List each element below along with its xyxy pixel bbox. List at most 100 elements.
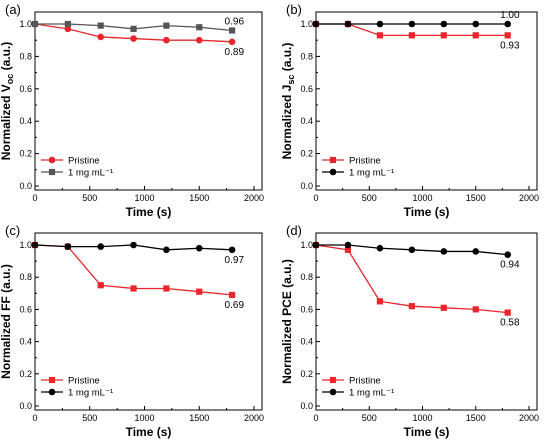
y-tick-label: 0.2 (300, 369, 313, 379)
data-point (344, 241, 352, 249)
data-point (440, 248, 448, 255)
y-tick-label: 1.0 (300, 240, 313, 250)
legend-label: 1 mg mL⁻¹ (349, 168, 394, 179)
data-point (163, 285, 170, 292)
y-tick-label: 0.8 (19, 272, 32, 282)
data-point (472, 20, 480, 28)
legend-label: Pristine (349, 376, 381, 387)
x-tick-label: 1000 (412, 193, 432, 203)
data-point (376, 32, 383, 39)
legend-label: Pristine (68, 376, 100, 387)
y-tick-label: 0.4 (300, 337, 313, 347)
data-point (196, 288, 203, 295)
x-axis-title: Time (s) (126, 205, 172, 219)
data-point (97, 243, 104, 250)
y-axis-title-sub: oc (5, 74, 15, 85)
data-point (31, 20, 39, 28)
data-point (163, 246, 170, 254)
data-point (64, 20, 71, 28)
value-annotation: 0.96 (225, 16, 245, 27)
x-tick-label: 2000 (519, 413, 539, 423)
plot-frame (315, 232, 538, 411)
value-annotation: 0.89 (225, 47, 245, 58)
data-point (229, 27, 236, 34)
x-tick-label: 500 (362, 193, 377, 203)
x-tick-label: 1500 (189, 413, 209, 423)
data-point (163, 22, 170, 29)
panel-b: 0 500 1000 1500 2000 0.0 0.2 0.4 0.6 0.8 1.0 Time (… (280, 2, 539, 219)
data-point (408, 246, 416, 254)
y-axis-title-unit: (a.u.) (0, 42, 13, 74)
panel-label: (b) (286, 2, 302, 17)
x-tick-label: 500 (82, 413, 97, 423)
legend-marker (48, 388, 56, 396)
legend-marker (329, 168, 337, 176)
y-axis-title-main: Normalized J (280, 85, 294, 160)
y-axis-title: Normalized Voc (a.u.) (0, 42, 15, 161)
legend-label: 1 mg mL⁻¹ (68, 168, 113, 179)
plot-frame (34, 11, 263, 191)
y-axis-title-main: Normalized PCE (a.u.) (280, 259, 294, 384)
value-annotation: 0.93 (500, 40, 520, 51)
x-axis-title: Time (s) (126, 425, 172, 439)
y-tick-label: 0.4 (300, 116, 313, 126)
panel-label: (a) (5, 2, 21, 17)
y-axis-title-main: Normalized FF (a.u.) (0, 264, 13, 379)
panel-label: (c) (5, 223, 20, 238)
data-point (440, 20, 448, 28)
x-tick-label: 0 (32, 413, 37, 423)
data-point (312, 241, 320, 249)
y-tick-label: 0.8 (19, 51, 32, 61)
panel-d: 0 500 1000 1500 2000 0.0 0.2 0.4 0.6 0.8 1.0 Time (… (280, 223, 539, 439)
y-axis-title: Normalized Jsc (a.u.) (280, 43, 296, 160)
y-tick-label: 0.6 (19, 84, 32, 94)
panel-label: (d) (286, 223, 302, 238)
data-point (64, 243, 72, 250)
x-tick-label: 500 (82, 193, 97, 203)
data-point (376, 298, 383, 305)
legend-label: 1 mg mL⁻¹ (349, 388, 394, 399)
data-point (195, 244, 203, 252)
value-annotation: 0.97 (225, 255, 245, 266)
data-point (196, 24, 203, 31)
x-tick-label: 1000 (412, 413, 432, 423)
legend-label: Pristine (68, 156, 100, 167)
data-point (195, 36, 203, 44)
legend-marker (48, 168, 56, 176)
y-axis-title: Normalized FF (a.u.) (0, 264, 13, 379)
y-tick-label: 0.0 (19, 401, 32, 411)
panel-c: 0 500 1000 1500 2000 0.0 0.2 0.4 0.6 0.8 1.0 Time (… (0, 223, 264, 439)
data-point (228, 246, 236, 254)
data-point (97, 22, 104, 29)
data-point (312, 20, 320, 28)
data-point (130, 285, 137, 292)
data-point (130, 25, 137, 32)
y-tick-label: 1.0 (19, 240, 32, 250)
legend-marker (329, 388, 337, 396)
x-tick-label: 500 (362, 413, 377, 423)
y-tick-label: 0.2 (19, 369, 32, 379)
data-point (31, 241, 39, 249)
x-tick-label: 0 (32, 193, 37, 203)
data-point (163, 36, 170, 44)
x-tick-label: 2000 (244, 193, 264, 203)
data-point (440, 304, 447, 311)
x-tick-label: 1500 (466, 413, 486, 423)
x-tick-label: 1500 (189, 193, 209, 203)
x-axis-title: Time (s) (404, 425, 450, 439)
data-point (504, 251, 512, 258)
y-tick-label: 0.8 (300, 272, 313, 282)
y-axis-title-unit: (a.u.) (280, 43, 294, 75)
data-point (344, 20, 352, 28)
y-tick-label: 0.8 (300, 51, 313, 61)
data-point (440, 32, 447, 39)
legend-marker (48, 156, 56, 164)
data-point (472, 248, 480, 255)
x-tick-label: 0 (313, 193, 318, 203)
x-tick-label: 1000 (134, 413, 154, 423)
legend-label: Pristine (349, 156, 381, 167)
x-tick-label: 1000 (134, 193, 154, 203)
value-annotation: 0.94 (500, 260, 520, 271)
y-tick-label: 0.6 (300, 304, 313, 314)
